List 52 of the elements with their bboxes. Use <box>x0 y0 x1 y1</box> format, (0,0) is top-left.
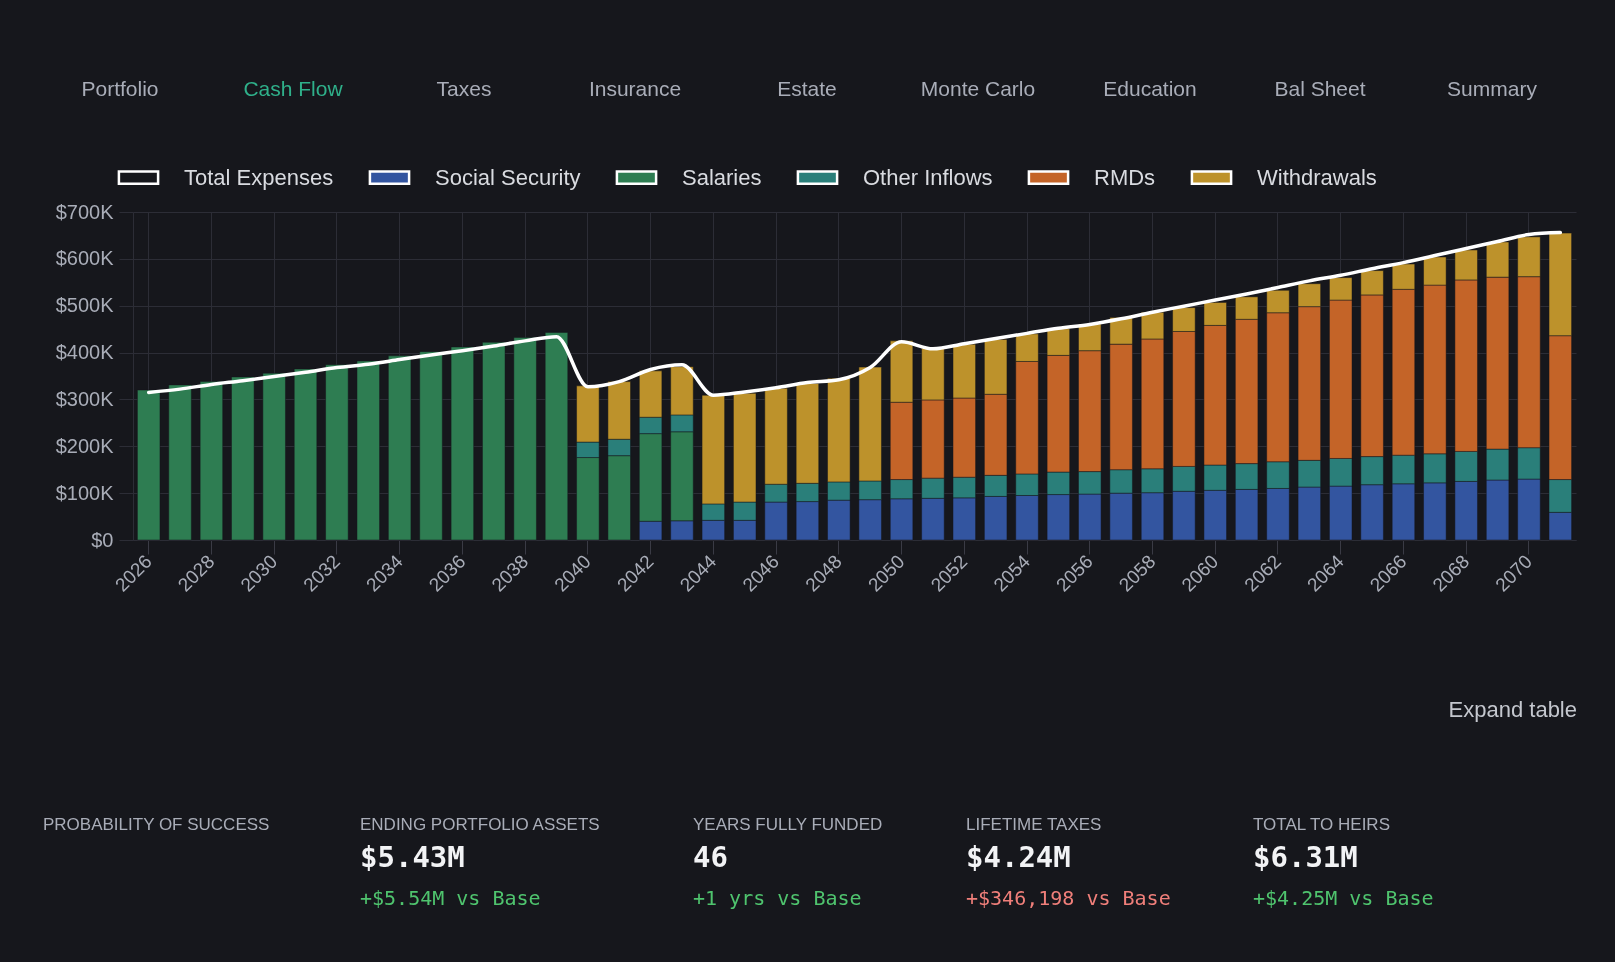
text: $4.24M <box>966 840 1071 874</box>
text: YEARS FULLY FUNDED <box>693 815 883 834</box>
y-tick-label: $400K <box>55 341 115 364</box>
text: Education <box>1103 77 1197 100</box>
y-tick-label: $200K <box>55 434 115 457</box>
text: Portfolio <box>81 77 159 100</box>
y-tick-label: $100K <box>55 481 115 504</box>
text: Expand table <box>1448 697 1577 722</box>
bar <box>325 364 349 541</box>
text: $6.31M <box>1253 840 1358 874</box>
text: +$346,198 vs Base <box>966 886 1171 910</box>
text: 46 <box>693 840 728 874</box>
text: +1 yrs vs Base <box>693 886 862 910</box>
y-tick-label: $500K <box>55 294 115 317</box>
legend-label: Social Security <box>435 164 581 190</box>
text: PROBABILITY OF SUCCESS <box>43 815 270 834</box>
bar <box>419 351 443 541</box>
bar <box>513 337 537 541</box>
bar <box>168 384 192 541</box>
legend-label: Total Expenses <box>184 164 334 190</box>
y-tick-label: $0 <box>91 528 114 551</box>
text: $5.43M <box>360 840 465 874</box>
legend-label: RMDs <box>1094 164 1156 190</box>
text: +$5.54M vs Base <box>360 886 541 910</box>
text: Monte Carlo <box>920 77 1036 100</box>
y-tick-label: $600K <box>55 247 115 270</box>
text: Summary <box>1447 77 1538 100</box>
text: ENDING PORTFOLIO ASSETS <box>360 815 600 834</box>
text: LIFETIME TAXES <box>966 815 1102 834</box>
text: Bal Sheet <box>1274 77 1366 100</box>
bar <box>199 381 223 541</box>
bar <box>137 389 161 541</box>
line-series <box>146 230 1563 397</box>
text: Estate <box>777 77 837 100</box>
bar <box>356 360 380 541</box>
bar <box>482 342 506 541</box>
bar <box>262 372 286 541</box>
bar <box>544 332 569 541</box>
text: Cash Flow <box>243 77 344 100</box>
legend-label: Withdrawals <box>1257 164 1377 190</box>
legend-label: Salaries <box>682 164 762 190</box>
bar <box>450 346 474 541</box>
text: +$4.25M vs Base <box>1253 886 1434 910</box>
bar <box>388 355 412 541</box>
text: Taxes <box>436 77 492 100</box>
y-tick-label: $700K <box>55 200 115 223</box>
text: Insurance <box>588 77 682 100</box>
bar <box>293 368 318 541</box>
bar <box>231 376 255 541</box>
legend-label: Other Inflows <box>863 164 993 190</box>
text: TOTAL TO HEIRS <box>1253 815 1390 834</box>
y-tick-label: $300K <box>55 387 115 410</box>
